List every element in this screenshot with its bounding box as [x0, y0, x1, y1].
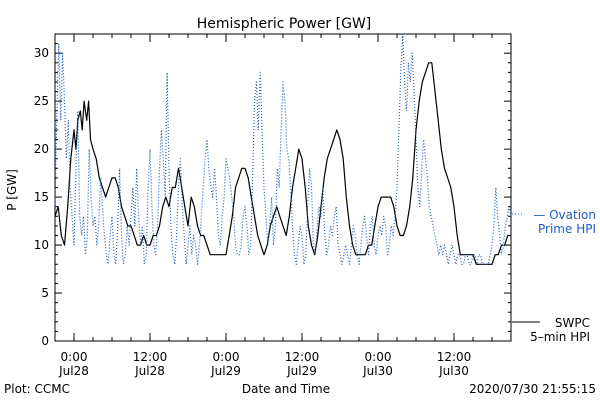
- y-tick-label: 25: [34, 94, 49, 108]
- legend-ovation-label-1: — Ovation: [533, 208, 596, 222]
- x-axis-label: Date and Time: [242, 382, 330, 396]
- footer-timestamp: 2020/07/30 21:55:15: [469, 382, 596, 396]
- x-tick-date-label: Jul29: [210, 364, 241, 378]
- y-tick-label: 15: [34, 190, 49, 204]
- series-ovation-line: [54, 33, 512, 265]
- x-tick-date-label: Jul29: [286, 364, 317, 378]
- x-axis: 0:00Jul2812:00Jul280:00Jul2912:00Jul290:…: [58, 34, 512, 378]
- x-tick-date-label: Jul28: [58, 364, 89, 378]
- y-tick-label: 0: [41, 334, 49, 348]
- y-axis: 0 5 10 15 20 25 30: [34, 33, 511, 348]
- y-tick-label: 5: [41, 286, 49, 300]
- chart-title: Hemispheric Power [GW]: [197, 16, 372, 32]
- x-tick-time-label: 12:00: [437, 350, 472, 364]
- legend: — Ovation Prime HPI SWPC 5–min HPI: [512, 208, 596, 344]
- x-tick-date-label: Jul30: [362, 364, 393, 378]
- legend-swpc-label-1: SWPC: [555, 316, 590, 330]
- x-tick-time-label: 0:00: [61, 350, 88, 364]
- legend-ovation-label-2: Prime HPI: [538, 222, 596, 236]
- x-tick-time-label: 12:00: [133, 350, 168, 364]
- footer-plot-credit: Plot: CCMC: [4, 382, 70, 396]
- series-swpc-line: [54, 62, 511, 265]
- plot-frame: [54, 33, 512, 342]
- x-tick-time-label: 0:00: [213, 350, 240, 364]
- y-tick-label: 30: [34, 46, 49, 60]
- x-tick-time-label: 12:00: [285, 350, 320, 364]
- x-tick-date-label: Jul30: [438, 364, 469, 378]
- y-tick-label: 10: [34, 238, 49, 252]
- legend-swpc-label-2: 5–min HPI: [530, 330, 590, 344]
- x-tick-date-label: Jul28: [134, 364, 165, 378]
- x-tick-time-label: 0:00: [365, 350, 392, 364]
- y-axis-label: P [GW]: [5, 169, 19, 211]
- y-tick-label: 20: [34, 142, 49, 156]
- series-layer: [54, 33, 512, 265]
